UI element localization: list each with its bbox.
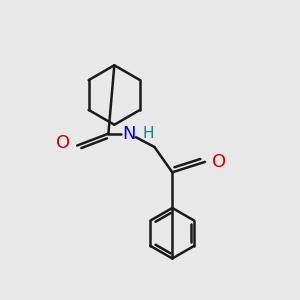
Text: O: O (212, 153, 226, 171)
Text: H: H (143, 126, 154, 141)
Text: N: N (122, 125, 136, 143)
Text: O: O (56, 134, 70, 152)
